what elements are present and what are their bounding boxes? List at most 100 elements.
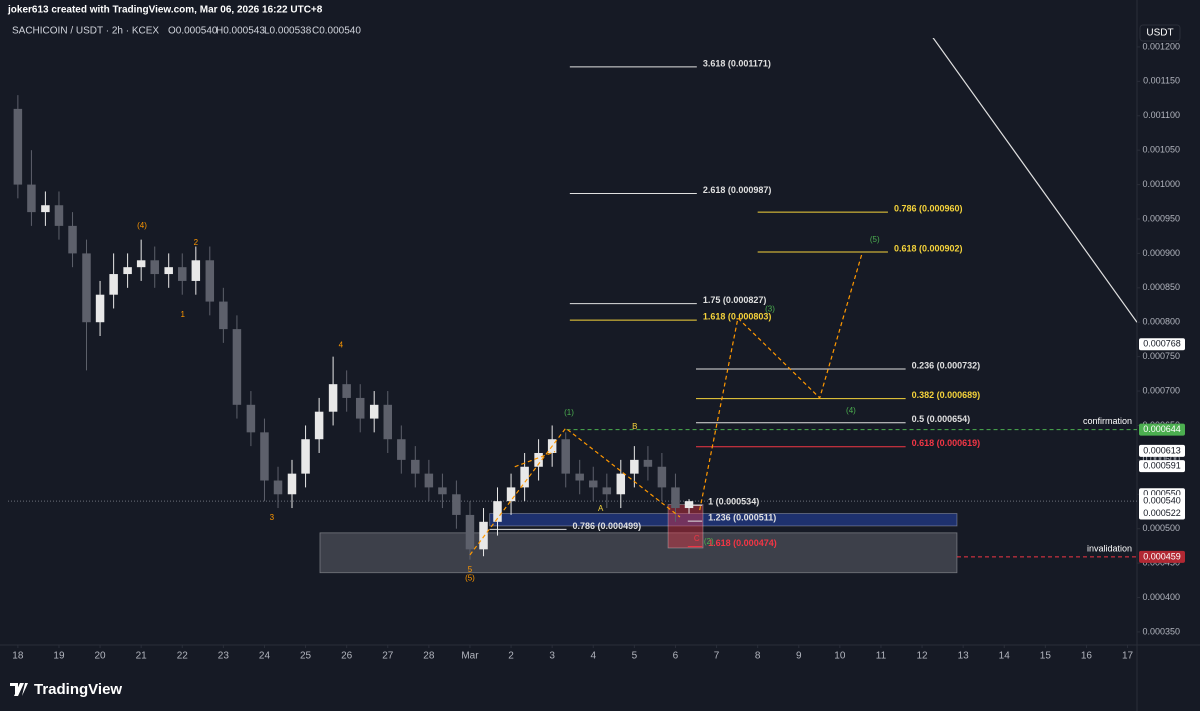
fib-label: 0.618 (0.000902) (894, 243, 963, 253)
fib-label: 1.618 (0.000803) (703, 312, 772, 322)
x-tick-label: 12 (916, 651, 928, 662)
candle-body (260, 432, 269, 481)
x-tick-label: 26 (341, 651, 353, 662)
x-tick-label: 16 (1081, 651, 1093, 662)
logo: TradingView (10, 681, 122, 698)
y-tick-label: 0.000950 (1142, 213, 1180, 223)
x-tick-label: Mar (461, 651, 479, 662)
candle-body (575, 473, 584, 481)
logo-mark (10, 683, 28, 696)
candle-body (273, 480, 283, 495)
price-label: 0.000591 (1143, 460, 1181, 470)
price-label-box (1139, 423, 1185, 436)
fib-label: 0.786 (0.000499) (573, 521, 642, 531)
fib-label: 0.382 (0.000689) (912, 390, 981, 400)
wave-label: 5 (468, 565, 473, 574)
wave-label: C (694, 534, 700, 543)
candle-body (123, 267, 132, 275)
y-tick-label: 0.000500 (1142, 523, 1180, 533)
candle-body (301, 439, 310, 474)
wave-path (699, 253, 863, 511)
fib-label: 0.786 (0.000960) (894, 203, 963, 213)
currency-box[interactable] (1139, 24, 1181, 42)
fib-label: 0.618 (0.000619) (912, 438, 981, 448)
candle-body (54, 205, 64, 226)
x-tick-label: 15 (1040, 651, 1052, 662)
candle-body (671, 487, 680, 509)
candle-body (246, 404, 256, 433)
price-label-box (1139, 507, 1185, 520)
candle-body (465, 514, 475, 550)
x-tick-label: 21 (136, 651, 148, 662)
candle-body (68, 225, 77, 254)
candle-body (136, 260, 146, 268)
candle-body (411, 459, 420, 474)
candle-body (205, 260, 215, 302)
fib-label: 0.236 (0.000732) (912, 360, 981, 370)
wave-label: B (632, 422, 637, 431)
candle-body (424, 473, 434, 488)
zone (319, 532, 958, 574)
x-tick-label: 5 (632, 651, 638, 662)
wave-label: (1) (564, 408, 574, 417)
x-tick-label: 11 (876, 651, 887, 662)
x-tick-label: 23 (218, 651, 230, 662)
x-tick-label: 24 (259, 651, 271, 662)
wave-label: (4) (846, 406, 856, 415)
x-tick-label: 6 (673, 651, 679, 662)
candle-body (643, 459, 653, 467)
fib-label: 0.5 (0.000654) (912, 414, 971, 424)
wave-label: 4 (339, 341, 344, 350)
x-tick-label: 3 (549, 651, 555, 662)
x-tick-label: 4 (590, 651, 596, 662)
price-label: 0.000613 (1143, 445, 1181, 455)
x-tick-label: 10 (834, 651, 846, 662)
fib-label: 2.618 (0.000987) (703, 185, 772, 195)
candle-body (150, 260, 159, 275)
price-label-box (1139, 444, 1185, 457)
credit: joker613 created with TradingView.com, M… (7, 5, 323, 16)
candle-body (342, 384, 351, 398)
candle-body (589, 480, 598, 488)
price-label-box (1139, 550, 1185, 563)
wave-label: (4) (137, 221, 147, 230)
ohlc-value: C0.000540 (312, 26, 361, 37)
price-label: 0.000550 (1143, 489, 1181, 499)
wave-label: 1 (180, 310, 185, 319)
x-tick-label: 28 (423, 651, 435, 662)
candle-body (452, 494, 461, 515)
y-tick-label: 0.001150 (1143, 76, 1180, 86)
x-tick-label: 22 (177, 651, 189, 662)
candle-body (232, 329, 242, 405)
legend: SACHICOIN / USDT · 2h · KCEX O0.000540H0… (12, 26, 361, 37)
fib-label: 1 (0.000534) (708, 497, 759, 507)
y-tick-label: 0.000700 (1142, 385, 1180, 395)
candle-body (383, 404, 393, 440)
candle-body (164, 267, 173, 275)
symbol: SACHICOIN / USDT · 2h · KCEX (12, 26, 159, 37)
x-tick-label: 7 (714, 651, 720, 662)
candle-body (506, 487, 516, 502)
fib-label: 1.236 (0.000511) (708, 512, 776, 522)
currency[interactable]: USDT (1146, 28, 1173, 39)
x-tick-label: 17 (1122, 651, 1134, 662)
price-label: 0.000459 (1143, 551, 1181, 561)
price-label: 0.000644 (1143, 424, 1181, 434)
candle-body (369, 404, 379, 419)
candle-body (561, 439, 570, 474)
wave-label: 3 (270, 513, 275, 522)
candle-body (328, 384, 338, 412)
fib-label: 3.618 (0.001171) (703, 58, 771, 68)
y-tick-label: 0.001000 (1142, 179, 1180, 189)
wave-path (469, 427, 681, 556)
candle-body (82, 253, 91, 323)
candle-body (657, 466, 667, 488)
wave-path (932, 38, 1137, 323)
candle-body (95, 294, 105, 323)
price-label: 0.000540 (1143, 496, 1181, 506)
y-tick-label: 0.000400 (1142, 592, 1180, 602)
ohlc-value: H0.000543 (216, 26, 265, 37)
x-tick-label: 13 (958, 651, 970, 662)
x-tick-label: 25 (300, 651, 312, 662)
